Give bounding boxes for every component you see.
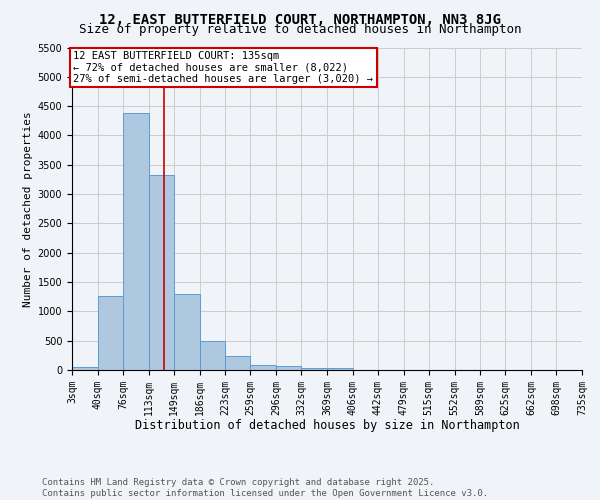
Text: 12 EAST BUTTERFIELD COURT: 135sqm
← 72% of detached houses are smaller (8,022)
2: 12 EAST BUTTERFIELD COURT: 135sqm ← 72% … <box>73 50 373 84</box>
Bar <box>98 296 123 370</box>
Bar <box>123 113 149 370</box>
Text: 12, EAST BUTTERFIELD COURT, NORTHAMPTON, NN3 8JG: 12, EAST BUTTERFIELD COURT, NORTHAMPTON,… <box>99 12 501 26</box>
Bar <box>225 356 250 370</box>
X-axis label: Distribution of detached houses by size in Northampton: Distribution of detached houses by size … <box>134 419 520 432</box>
Bar <box>174 294 199 370</box>
Bar <box>301 368 327 370</box>
Bar <box>327 368 353 370</box>
Bar <box>72 367 98 370</box>
Text: Contains HM Land Registry data © Crown copyright and database right 2025.
Contai: Contains HM Land Registry data © Crown c… <box>42 478 488 498</box>
Text: Size of property relative to detached houses in Northampton: Size of property relative to detached ho… <box>79 22 521 36</box>
Y-axis label: Number of detached properties: Number of detached properties <box>23 111 34 306</box>
Bar <box>199 340 225 370</box>
Bar <box>149 174 174 370</box>
Bar <box>250 364 276 370</box>
Bar <box>276 366 301 370</box>
